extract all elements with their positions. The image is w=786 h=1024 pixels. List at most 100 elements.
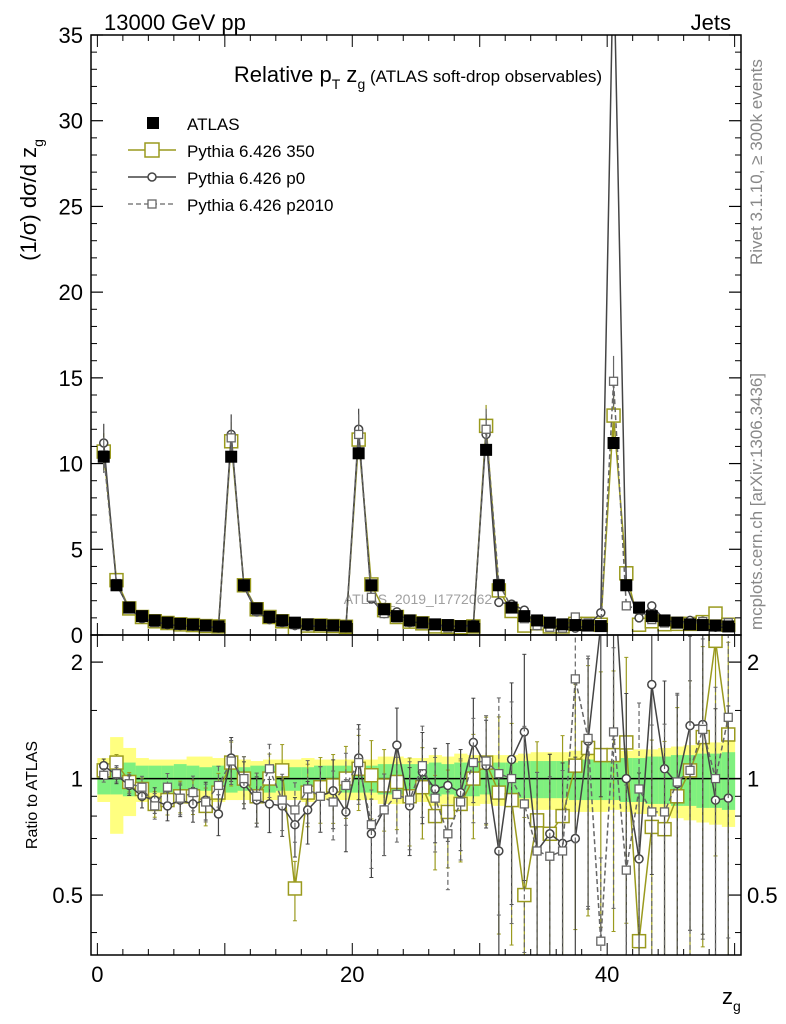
ratio-y-tick-label: 2: [71, 650, 83, 675]
point-atlas: [531, 614, 544, 627]
ratio-point-pythia-6-426-p2010: [175, 793, 185, 803]
point-atlas: [390, 610, 403, 623]
point-atlas: [696, 619, 709, 632]
ratio-point-pythia-6-426-p2010: [455, 797, 466, 807]
ratio-point-pythia-6-426-p2010: [341, 780, 351, 791]
legend-marker-p0: [147, 172, 157, 182]
ratio-point-pythia-6-426-p2010: [213, 780, 224, 791]
point-atlas: [582, 619, 595, 632]
point-atlas: [709, 619, 722, 632]
legend: ATLAS Pythia 6.426 350 Pythia 6.426 p0 P…: [128, 115, 334, 215]
ratio-point-pythia-6-426-p2010: [353, 757, 364, 768]
ratio-point-pythia-6-426-p2010: [303, 784, 313, 794]
legend-label-p350: Pythia 6.426 350: [187, 142, 315, 161]
point-atlas: [212, 620, 225, 633]
x-axis-label: zg: [722, 984, 741, 1014]
legend-label-atlas: ATLAS: [187, 115, 240, 134]
point-atlas: [378, 603, 391, 616]
ratio-point-pythia-6-426-p2010: [570, 674, 580, 684]
point-atlas: [467, 620, 480, 633]
point-atlas: [671, 616, 684, 629]
point-atlas: [225, 450, 238, 463]
ratio-point-pythia-6-426-p2010: [723, 712, 733, 722]
ratio-point-pythia-6-426-p0: [610, 559, 618, 567]
point-pythia-6-426-p2010: [353, 429, 364, 440]
point-pythia-6-426-p2010: [481, 424, 491, 434]
ratio-point-pythia-6-426-p2010: [468, 757, 479, 768]
ratio-point-pythia-6-426-p0: [213, 809, 224, 819]
ratio-point-pythia-6-426-350: [364, 768, 379, 783]
point-atlas: [658, 614, 671, 627]
point-atlas: [186, 618, 199, 631]
point-atlas: [148, 614, 161, 627]
ratio-point-pythia-6-426-p0: [162, 801, 173, 811]
point-pythia-6-426-350: [606, 408, 621, 423]
x-tick-label: 20: [340, 962, 364, 987]
ratio-point-pythia-6-426-p0: [621, 773, 632, 784]
legend-label-p0: Pythia 6.426 p0: [187, 169, 305, 188]
mcplots-label: mcplots.cern.ch [arXiv:1306.3436]: [747, 373, 766, 630]
ratio-point-pythia-6-426-p2010: [647, 807, 657, 817]
point-pythia-6-426-350: [708, 606, 723, 621]
point-atlas: [684, 618, 697, 631]
ratio-point-pythia-6-426-p2010: [545, 851, 555, 861]
y-tick-label: 0: [71, 623, 83, 648]
ratio-point-pythia-6-426-p2010: [621, 865, 631, 875]
point-atlas: [135, 610, 148, 623]
ratio-point-pythia-6-426-p2010: [239, 773, 249, 784]
x-tick-label: 40: [595, 962, 619, 987]
point-atlas: [339, 620, 352, 633]
ratio-point-pythia-6-426-p2010: [659, 807, 670, 817]
ratio-point-pythia-6-426-p2010: [519, 799, 529, 809]
point-pythia-6-426-p2010: [226, 433, 236, 443]
ratio-point-pythia-6-426-p2010: [124, 779, 134, 789]
point-pythia-6-426-p0: [634, 613, 644, 623]
ratio-point-pythia-6-426-p2010: [277, 795, 287, 805]
ratio-point-pythia-6-426-p2010: [188, 787, 198, 798]
ratio-y-tick-label-right: 2: [747, 650, 759, 675]
ratio-point-pythia-6-426-p2010: [430, 793, 440, 803]
point-pythia-6-426-p2010: [621, 601, 631, 611]
ratio-y-axis-label: Ratio to ATLAS: [24, 741, 41, 849]
point-atlas: [250, 602, 263, 615]
point-atlas: [429, 618, 442, 631]
ratio-point-pythia-6-426-p2010: [226, 756, 236, 766]
ratio-point-pythia-6-426-p2010: [443, 829, 453, 839]
point-atlas: [569, 619, 582, 632]
point-atlas: [263, 611, 276, 623]
point-atlas: [276, 614, 289, 627]
ratio-point-pythia-6-426-p2010: [608, 727, 619, 737]
legend-marker-p2010: [147, 199, 157, 209]
ratio-point-pythia-6-426-p2010: [672, 777, 682, 787]
legend-marker-p350: [144, 142, 160, 158]
ratio-point-pythia-6-426-p2010: [162, 782, 173, 792]
y-tick-label: 30: [59, 109, 83, 134]
y-tick-label: 35: [59, 23, 83, 48]
point-atlas: [505, 601, 518, 614]
ratio-point-pythia-6-426-p2010: [596, 936, 606, 946]
point-atlas: [454, 620, 467, 633]
watermark: ATLAS_2019_I1772062: [344, 591, 493, 607]
y-tick-label: 20: [59, 280, 83, 305]
main-plot-title: Relative pT zg (ATLAS soft-drop observab…: [234, 62, 602, 92]
ratio-y-tick-label: 0.5: [52, 883, 83, 908]
ratio-point-pythia-6-426-p2010: [634, 784, 644, 794]
point-atlas: [352, 447, 365, 460]
ratio-point-pythia-6-426-p2010: [698, 724, 708, 735]
ratio-point-pythia-6-426-p0: [264, 799, 275, 809]
point-atlas: [199, 619, 212, 632]
ratio-point-pythia-6-426-p2010: [506, 773, 517, 784]
ratio-y-tick-label-right: 1: [747, 767, 759, 792]
ratio-point-pythia-6-426-p2010: [111, 768, 122, 779]
header-left: 13000 GeV pp: [104, 10, 246, 35]
point-pythia-6-426-p2010: [366, 592, 377, 602]
ratio-point-pythia-6-426-p0: [443, 780, 453, 791]
point-atlas: [416, 616, 429, 629]
legend-marker-atlas: [147, 117, 159, 129]
y-tick-label: 5: [71, 537, 83, 562]
point-atlas: [722, 620, 735, 633]
point-pythia-6-426-p0: [647, 601, 657, 611]
ratio-point-pythia-6-426-p0: [392, 740, 402, 750]
ratio-point-pythia-6-426-p2010: [583, 733, 593, 744]
